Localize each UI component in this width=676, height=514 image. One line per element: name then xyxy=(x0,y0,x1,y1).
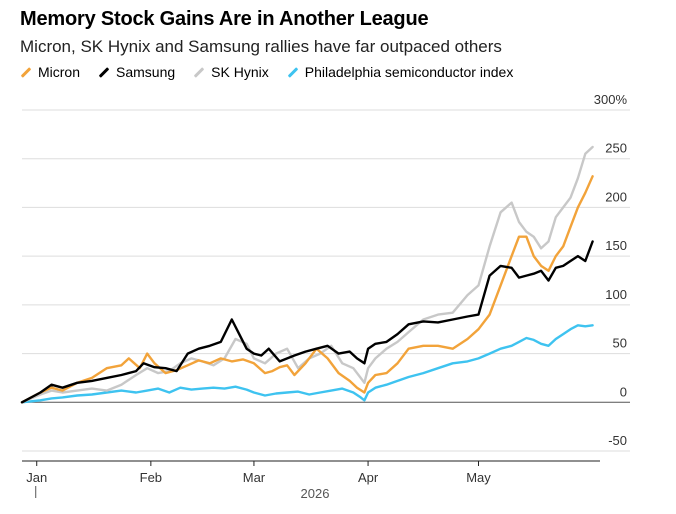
chart-subtitle: Micron, SK Hynix and Samsung rallies hav… xyxy=(20,37,502,56)
y-tick-label: 300% xyxy=(594,92,628,107)
legend-label-samsung: Samsung xyxy=(116,64,176,80)
y-tick-label: -50 xyxy=(608,433,627,448)
legend-item-hynix: SK Hynix xyxy=(193,64,269,80)
y-tick-label: 250 xyxy=(605,141,627,156)
y-tick-label: 200 xyxy=(605,189,627,204)
legend-label-hynix: SK Hynix xyxy=(211,64,269,80)
x-tick-label: Apr xyxy=(358,470,379,485)
legend-label-sox: Philadelphia semiconductor index xyxy=(304,64,514,80)
x-tick-label: Jan xyxy=(26,470,47,485)
y-tick-label: 0 xyxy=(620,384,627,399)
legend-item-samsung: Samsung xyxy=(98,64,175,80)
x-tick-label: May xyxy=(466,470,491,485)
series-line-samsung xyxy=(20,240,594,404)
y-tick-label: 100 xyxy=(605,287,627,302)
chart-title: Memory Stock Gains Are in Another League xyxy=(20,8,429,30)
x-tick-label: Mar xyxy=(243,470,266,485)
x-year-label: 2026 xyxy=(301,486,330,501)
y-tick-label: 50 xyxy=(613,336,627,351)
x-tick-label: Feb xyxy=(140,470,162,485)
legend-label-micron: Micron xyxy=(38,64,81,80)
series-line-micron xyxy=(20,175,594,404)
series-line-hynix xyxy=(20,145,594,404)
legend-item-micron: Micron xyxy=(20,64,80,80)
series-line-sox xyxy=(20,324,594,404)
chart-legend: Micron Samsung SK Hynix Philadelphia sem… xyxy=(20,64,513,80)
y-tick-label: 150 xyxy=(605,238,627,253)
legend-item-sox: Philadelphia semiconductor index xyxy=(287,64,514,80)
